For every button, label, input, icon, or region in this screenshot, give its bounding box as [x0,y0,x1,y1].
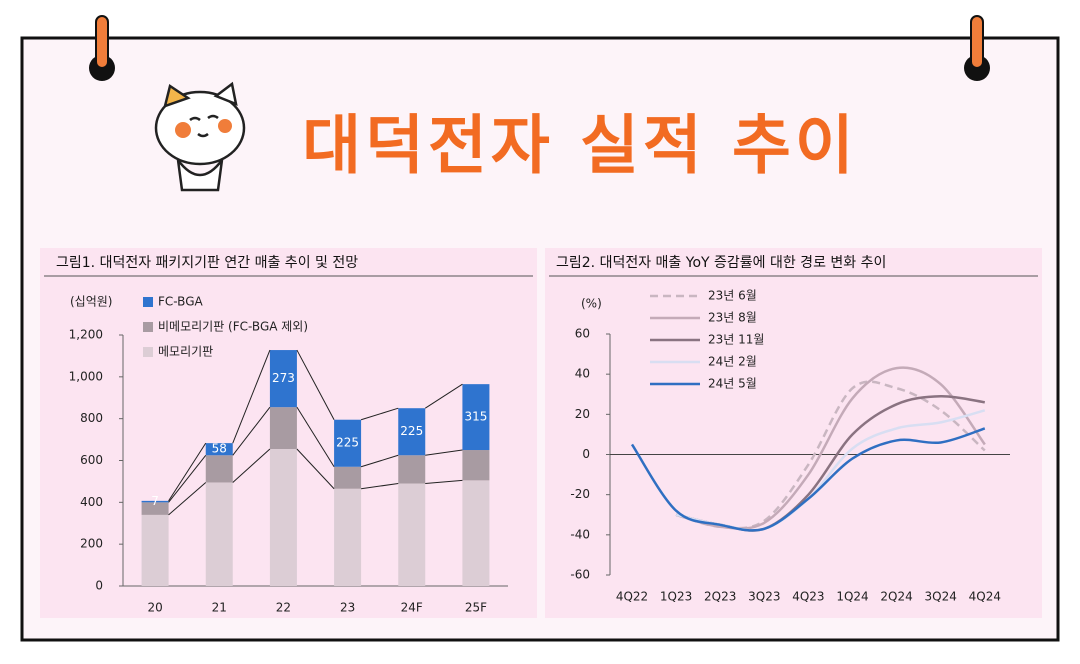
bar-segment [141,514,169,586]
legend-label: FC-BGA [158,295,204,309]
x-tick-label: 3Q23 [748,590,780,604]
y-tick-label: 1,000 [69,369,103,383]
chart-title: 그림2. 대덕전자 매출 YoY 증감률에 대한 경로 변화 추이 [556,255,886,271]
x-tick-label: 24F [401,601,423,615]
ring-left [89,15,115,81]
y-tick-label: 60 [575,327,590,341]
x-tick-label: 21 [212,601,227,615]
bar-segment [205,443,233,456]
legend-label: 24년 5월 [708,377,757,391]
connector [296,448,335,490]
connector [296,406,335,468]
connector [296,349,335,420]
bar-segment [141,502,169,515]
connector [232,406,271,456]
connector [168,482,207,516]
value-label: 7 [151,494,159,508]
panel-2 [545,248,1042,618]
chart-title: 그림1. 대덕전자 패키지기판 연간 매출 추이 및 전망 [56,255,358,271]
cat-icon [154,81,246,192]
bar-segment [398,408,426,456]
y-tick-label: 600 [80,453,103,467]
x-tick-label: 20 [147,601,162,615]
y-tick-label: 800 [80,411,103,425]
legend-label: 비메모리기판 (FC-BGA 제외) [158,320,308,334]
bar-segment [462,450,490,481]
legend-swatch [143,347,153,357]
legend-label: 23년 11월 [708,333,764,347]
connector [360,454,399,468]
value-label: 225 [400,424,423,438]
x-tick-label: 4Q23 [792,590,824,604]
legend-label: 메모리기판 [158,345,213,359]
y-tick-label: 40 [575,367,590,381]
bar-segment [205,482,233,586]
connector [425,479,463,485]
page-title: 대덕전자 실적 추이 [302,110,858,184]
legend-label: 23년 8월 [708,311,757,325]
connector [232,448,271,483]
legend-label: 24년 2월 [708,355,757,369]
bar-segment [462,480,490,586]
connector [425,449,463,456]
bar-segment [205,455,233,483]
x-tick-label: 22 [276,601,291,615]
bar-segment [334,466,362,489]
x-tick-label: 3Q24 [925,590,957,604]
bar-segment [334,419,362,467]
bar-segment [269,448,297,586]
bar-segment [141,500,169,503]
bar-segment [462,384,490,451]
connector [360,407,399,421]
y-tick-label: 200 [80,537,103,551]
y-tick-label: 0 [95,579,103,593]
x-tick-label: 2Q24 [880,590,912,604]
x-tick-label: 1Q24 [836,590,868,604]
y-tick-label: 1,200 [69,328,103,342]
line-series [630,427,986,532]
x-tick-label: 4Q24 [969,590,1001,604]
legend-swatch [143,322,153,332]
y-tick-label: -40 [570,527,590,541]
x-tick-label: 23 [340,601,355,615]
x-tick-label: 25F [465,601,487,615]
legend-label: 23년 6월 [708,289,757,303]
bar-segment [269,350,297,408]
bar-segment [334,488,362,586]
bar-segment [269,407,297,449]
y-tick-label: -60 [570,568,590,582]
y-axis-unit: (십억원) [70,295,112,309]
ring-right [964,15,990,81]
bar-segment [398,455,426,484]
y-tick-label: 0 [582,447,590,461]
value-label: 315 [464,410,487,424]
y-tick-label: 20 [575,407,590,421]
connector [232,349,271,444]
x-tick-label: 2Q23 [704,590,736,604]
connector [424,383,463,409]
y-tick-label: -20 [570,487,590,501]
value-label: 273 [272,371,295,385]
connector [168,454,207,503]
y-tick-label: 400 [80,495,103,509]
x-tick-label: 4Q22 [616,590,648,604]
legend-swatch [143,297,153,307]
connector [168,442,207,502]
x-tick-label: 1Q23 [660,590,692,604]
value-label: 58 [212,442,227,456]
value-label: 225 [336,436,359,450]
y-axis-unit: (%) [581,297,602,311]
connector [361,483,399,490]
bar-segment [398,483,426,586]
